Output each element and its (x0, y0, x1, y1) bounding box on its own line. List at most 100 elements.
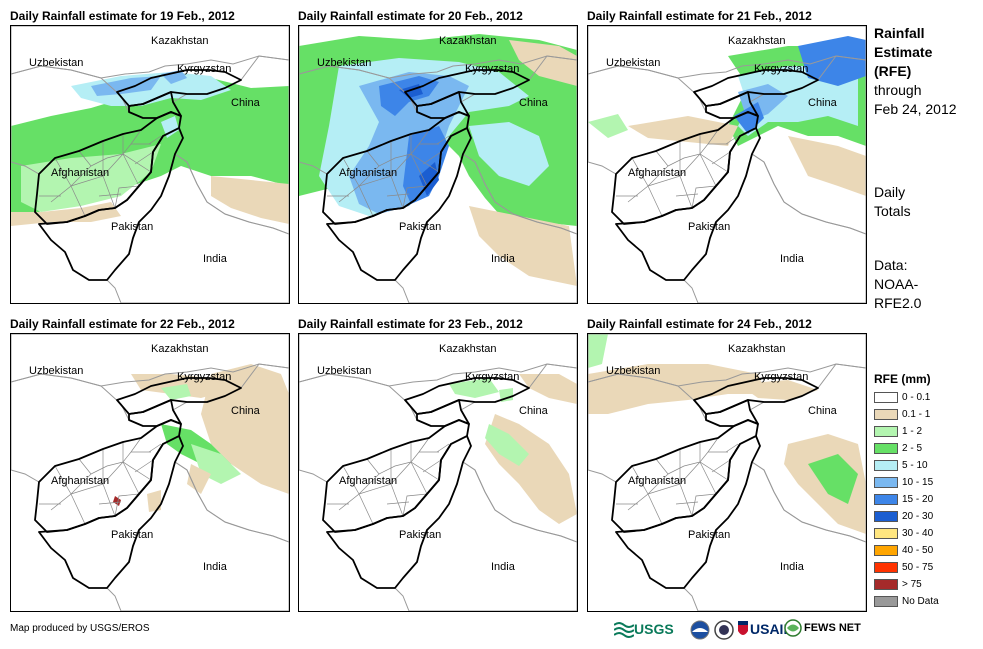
panel-title: Daily Rainfall estimate for 20 Feb., 201… (298, 9, 523, 23)
legend-swatch (874, 426, 898, 437)
country-label: Kyrgyzstan (754, 63, 808, 75)
data-line: RFE2.0 (874, 295, 922, 311)
rainfall-area (113, 496, 121, 506)
rainfall-area (403, 126, 449, 204)
country-label: China (231, 97, 261, 109)
sidebar-daily: Daily Totals (874, 183, 911, 221)
province-border (691, 185, 717, 209)
map-canvas: Kazakhstan Uzbekistan Kyrgyzstan China Afgha… (588, 26, 866, 303)
province-border (667, 461, 701, 475)
country-label: India (203, 561, 228, 573)
legend-swatch (874, 511, 898, 522)
usaid-shield-icon (738, 621, 748, 635)
panel-title: Daily Rainfall estimate for 23 Feb., 201… (298, 317, 523, 331)
region-outline (705, 91, 759, 119)
country-label: Uzbekistan (29, 365, 83, 377)
province-border (436, 135, 450, 145)
province-border (148, 443, 162, 453)
credit-text: Map produced by USGS/EROS (10, 623, 150, 634)
province-border (122, 153, 140, 187)
province-border (627, 157, 649, 203)
province-border (70, 483, 116, 517)
legend-label: 2 - 5 (902, 443, 923, 454)
region-outline (615, 435, 761, 589)
legend-swatch (874, 494, 898, 505)
country-label: Pakistan (111, 529, 153, 541)
province-border (699, 461, 717, 495)
country-label: Kyrgyzstan (177, 371, 231, 383)
rainfall-map: Kazakhstan Uzbekistan Kyrgyzstan China Afgha… (587, 333, 867, 612)
country-label: Kyrgyzstan (177, 63, 231, 75)
fews-globe-icon (784, 619, 802, 637)
rainfall-map: Kazakhstan Uzbekistan Kyrgyzstan China Afgha… (587, 25, 867, 304)
province-border (338, 465, 360, 511)
daily-line: Totals (874, 203, 911, 219)
fews-logo-text: FEWS NET (804, 622, 861, 634)
country-label: India (491, 253, 516, 265)
legend-title: RFE (mm) (874, 372, 931, 386)
province-border (122, 461, 140, 495)
region-outline (38, 435, 184, 589)
province-border (148, 135, 162, 145)
rainfall-area (419, 162, 439, 196)
legend-label: 1 - 2 (902, 426, 923, 437)
province-border (647, 483, 693, 517)
fews-logo: FEWS NET (784, 619, 861, 637)
sidebar-data: Data: NOAA- RFE2.0 (874, 256, 921, 313)
country-label: Kazakhstan (439, 343, 496, 355)
country-label: Uzbekistan (606, 57, 660, 69)
country-label: Pakistan (399, 221, 441, 233)
rainfall-area (738, 380, 818, 400)
rainfall-area (449, 378, 499, 398)
through-line: Feb 24, 2012 (874, 101, 957, 117)
map-canvas: Kazakhstan Uzbekistan Kyrgyzstan China Afgha… (11, 26, 289, 303)
province-border (358, 493, 374, 525)
province-border (699, 153, 717, 187)
country-label: China (231, 405, 261, 417)
usaid-logo: USAID (738, 619, 794, 639)
country-label: Afghanistan (628, 167, 686, 179)
legend-label: No Data (902, 596, 939, 607)
legend-swatch (874, 596, 898, 607)
province-border (114, 493, 140, 517)
rainfall-area (161, 384, 191, 400)
legend-label: > 75 (902, 579, 922, 590)
country-label: India (780, 253, 805, 265)
country-label: India (491, 561, 516, 573)
panel-title: Daily Rainfall estimate for 19 Feb., 201… (10, 9, 235, 23)
country-label: Pakistan (399, 529, 441, 541)
rainfall-area (509, 40, 577, 86)
title-line: (RFE) (874, 63, 912, 79)
region-outline (416, 91, 470, 119)
rainfall-map: Kazakhstan Uzbekistan Kyrgyzstan China Afgha… (10, 25, 290, 304)
usgs-logo-text: USGS (634, 621, 674, 637)
province-border (134, 151, 154, 165)
country-label: Pakistan (111, 221, 153, 233)
region-outline (615, 127, 761, 281)
region-outline (416, 399, 470, 427)
country-label: Kazakhstan (728, 343, 785, 355)
data-line: NOAA- (874, 276, 919, 292)
usaid-logo-text: USAID (750, 621, 794, 637)
province-border (358, 483, 404, 517)
legend-swatch (874, 579, 898, 590)
province-border (711, 459, 731, 473)
province-border (378, 153, 412, 167)
province-border (98, 501, 122, 505)
province-border (725, 443, 739, 453)
rainfall-area (11, 202, 121, 226)
daily-line: Daily (874, 184, 906, 200)
province-border (410, 461, 428, 495)
country-label: Kazakhstan (151, 343, 208, 355)
noaa-logo-icon (690, 620, 710, 645)
province-border (402, 185, 428, 209)
province-border (386, 501, 410, 505)
legend-label: 0.1 - 1 (902, 409, 931, 420)
region-outline (326, 127, 472, 281)
map-canvas: Kazakhstan Uzbekistan Kyrgyzstan China Afgha… (299, 26, 577, 303)
country-label: Kyrgyzstan (465, 371, 519, 383)
country-label: China (519, 97, 549, 109)
country-label: Kazakhstan (439, 35, 496, 47)
rainfall-area (588, 364, 766, 414)
country-label: Kazakhstan (151, 35, 208, 47)
